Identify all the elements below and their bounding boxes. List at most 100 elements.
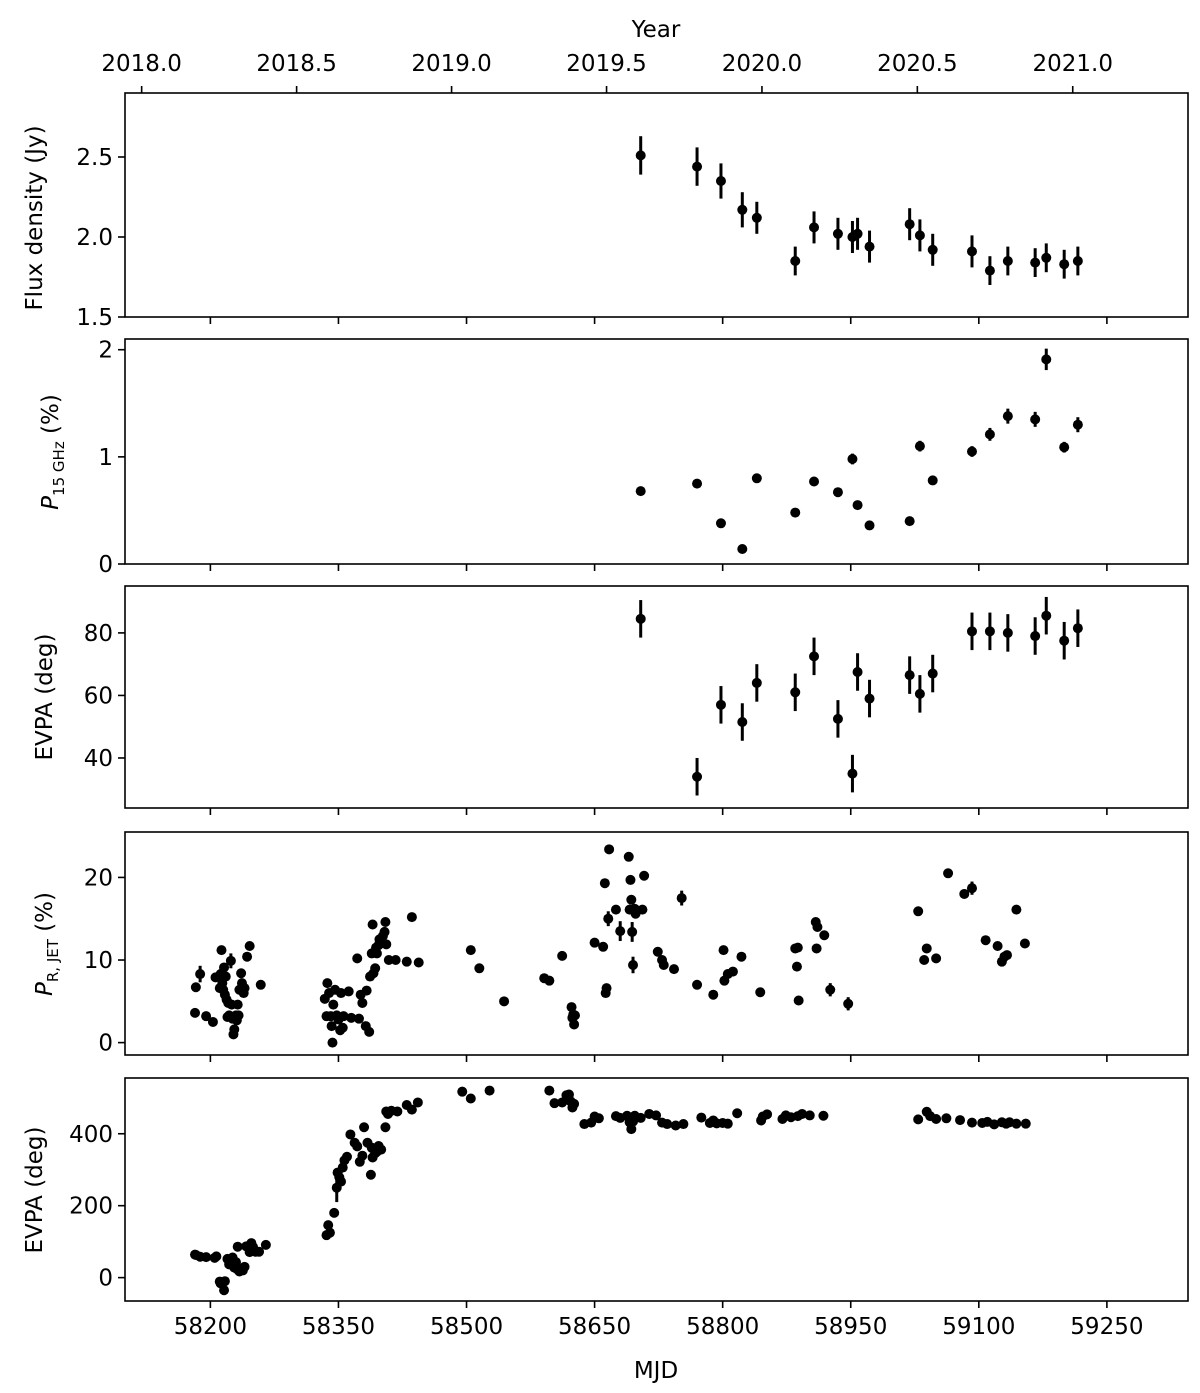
y-tick-label: 1	[98, 445, 113, 471]
data-point	[1072, 256, 1083, 266]
data-point	[852, 228, 863, 239]
y-tick-label: 2.0	[76, 225, 113, 251]
data-point	[1001, 950, 1012, 961]
data-point	[809, 222, 820, 233]
data-point	[904, 516, 915, 527]
data-point	[818, 1110, 829, 1121]
data-point	[593, 1113, 604, 1124]
data-point	[341, 1151, 352, 1162]
data-point	[931, 1114, 942, 1125]
data-point	[239, 1261, 250, 1272]
pr-jet-ylabel-symbol: P	[32, 982, 58, 996]
data-point	[1059, 442, 1070, 453]
data-point	[216, 945, 227, 956]
data-point	[639, 870, 650, 881]
data-point	[1041, 354, 1052, 365]
panel-evpa-15ghz: 40 60 80 EVPA (deg)	[32, 585, 1189, 815]
data-point	[966, 883, 977, 894]
data-point	[328, 999, 339, 1010]
data-point	[921, 943, 932, 954]
data-point	[708, 989, 719, 1000]
data-point	[207, 1016, 218, 1027]
data-point	[346, 1012, 357, 1023]
data-point	[790, 507, 801, 518]
data-point	[792, 942, 803, 953]
data-point	[544, 1085, 555, 1096]
y-tick-label: 40	[84, 746, 113, 772]
pr-jet-ylabel-subscript: R, JET	[44, 938, 62, 982]
data-point	[457, 1086, 468, 1097]
data-point	[692, 771, 703, 782]
data-point	[1041, 610, 1052, 621]
year-tick-label: 2019.5	[566, 51, 646, 77]
year-tick-label: 2020.5	[877, 51, 957, 77]
data-point	[658, 959, 669, 970]
data-point	[809, 476, 820, 487]
data-point	[623, 851, 634, 862]
data-point	[326, 1021, 337, 1032]
y-tick-label: 0	[98, 1266, 113, 1292]
data-point	[852, 500, 863, 511]
data-point	[852, 666, 863, 677]
data-point	[914, 441, 925, 452]
data-point	[379, 926, 390, 937]
data-point	[544, 975, 555, 986]
data-point	[219, 962, 230, 973]
data-point	[380, 1122, 391, 1133]
year-axis: Year 2018.0 2018.5 2019.0 2019.5 2020.0 2020.…	[101, 17, 1113, 93]
data-point	[736, 951, 747, 962]
data-point	[337, 1022, 348, 1033]
data-point	[941, 1113, 952, 1124]
data-point	[864, 241, 875, 252]
panel-evpa-optical-body: 0 200 400	[69, 1077, 1189, 1308]
data-point	[357, 1150, 368, 1161]
y-tick-label: 1.5	[76, 305, 113, 331]
data-point	[927, 668, 938, 679]
data-point	[715, 176, 726, 186]
data-point	[603, 913, 614, 924]
data-point	[599, 878, 610, 889]
data-point	[244, 940, 255, 951]
mjd-tick-label: 59250	[1070, 1314, 1143, 1340]
data-point	[809, 651, 820, 662]
data-point	[324, 1227, 335, 1238]
data-point	[211, 1251, 222, 1262]
data-point	[715, 699, 726, 710]
data-point	[943, 868, 954, 879]
y-tick-label: 2	[98, 338, 113, 364]
data-point	[955, 1115, 966, 1126]
panel-evpa-optical: 0 200 400 EVPA (deg)	[22, 1077, 1189, 1308]
y-tick-label: 20	[84, 865, 113, 891]
data-point	[913, 906, 924, 917]
data-point	[322, 978, 333, 989]
data-point	[966, 446, 977, 457]
data-point	[751, 677, 762, 688]
data-point	[392, 1106, 403, 1117]
panel-pr-jet-body: 0 10 20	[84, 831, 1189, 1062]
data-point	[790, 687, 801, 698]
data-point	[1072, 419, 1083, 430]
data-point	[201, 1011, 212, 1022]
data-point	[390, 955, 401, 966]
data-point	[1059, 635, 1070, 646]
panel-frame	[124, 585, 1189, 809]
data-point	[927, 475, 938, 486]
data-point	[1059, 259, 1070, 270]
data-point	[904, 670, 915, 681]
data-point	[737, 544, 748, 554]
data-point	[626, 894, 637, 905]
data-point	[1011, 904, 1022, 915]
data-point	[635, 1112, 646, 1123]
data-point	[984, 626, 995, 637]
data-point	[812, 921, 823, 932]
data-point	[727, 966, 738, 977]
data-point	[864, 520, 875, 531]
data-point	[557, 1097, 568, 1108]
data-point	[751, 473, 762, 484]
data-point	[219, 1285, 230, 1296]
data-point	[190, 982, 201, 993]
data-point	[737, 717, 748, 728]
y-tick-label: 200	[69, 1194, 113, 1220]
data-point	[832, 487, 843, 498]
data-point	[336, 1176, 347, 1187]
